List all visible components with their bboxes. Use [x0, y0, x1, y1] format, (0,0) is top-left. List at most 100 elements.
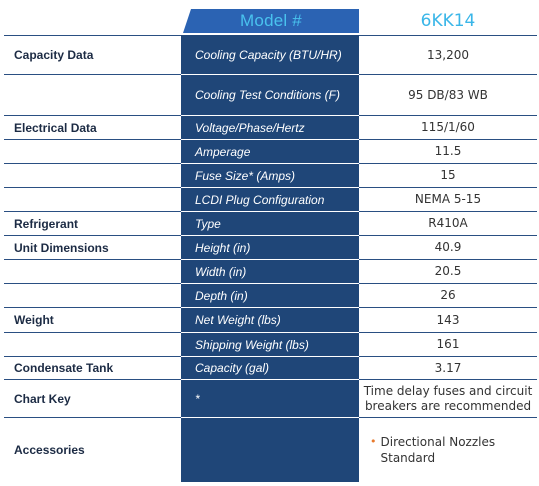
row-divider — [4, 283, 181, 284]
bullet-icon: • — [370, 435, 377, 448]
parameter-value: 13,200 — [427, 47, 469, 62]
table-row: Shipping Weight (lbs) 161 — [0, 333, 539, 356]
row-divider — [359, 379, 537, 380]
row-divider — [359, 356, 537, 357]
row-divider — [4, 356, 181, 357]
table-row: Depth (in) 26 — [0, 284, 539, 307]
parameter-label: Amperage — [195, 144, 251, 159]
section-label: Capacity Data — [14, 48, 94, 62]
row-divider — [181, 115, 359, 116]
parameter-value: 143 — [436, 312, 460, 327]
row-divider — [181, 356, 359, 357]
row-divider — [4, 235, 181, 236]
table-row: Condensate Tank Capacity (gal) 3.17 — [0, 357, 539, 379]
accessory-text: Directional Nozzles Standard — [380, 435, 496, 465]
parameter-value: 20.5 — [434, 264, 462, 278]
row-divider — [359, 417, 537, 418]
row-divider — [181, 163, 359, 164]
row-divider — [4, 187, 181, 188]
table-row: Chart Key * Time delay fuses and circuit… — [0, 380, 539, 417]
parameter-value: 26 — [440, 288, 456, 302]
row-divider — [359, 35, 537, 36]
table-row: Cooling Test Conditions (F) 95 DB/83 WB — [0, 75, 539, 115]
parameter-value: 15 — [440, 168, 456, 182]
row-divider — [4, 379, 181, 380]
row-divider — [359, 332, 537, 333]
table-row: Weight Net Weight (lbs) 143 — [0, 308, 539, 332]
table-row: Width (in) 20.5 — [0, 260, 539, 283]
row-divider — [4, 35, 181, 36]
section-label: Accessories — [14, 443, 85, 457]
accessory-list-item: • Directional Nozzles Standard — [370, 434, 530, 466]
parameter-label: * — [195, 391, 200, 406]
section-label: Chart Key — [14, 391, 71, 406]
row-divider — [181, 332, 359, 333]
parameter-value: 95 DB/83 WB — [408, 87, 488, 102]
parameter-label: Cooling Test Conditions (F) — [195, 88, 340, 102]
row-divider — [359, 74, 537, 75]
table-row: Amperage 11.5 — [0, 140, 539, 163]
table-row: Capacity Data Cooling Capacity (BTU/HR) … — [0, 36, 539, 74]
parameter-label: Depth (in) — [195, 288, 248, 303]
parameter-label: Type — [195, 216, 221, 231]
table-row: Fuse Size* (Amps) 15 — [0, 164, 539, 187]
row-divider — [359, 187, 537, 188]
table-row: Electrical Data Voltage/Phase/Hertz 115/… — [0, 116, 539, 139]
row-divider — [359, 139, 537, 140]
parameter-value: 115/1/60 — [421, 120, 475, 134]
model-number: 6KK14 — [420, 11, 476, 31]
row-divider — [4, 163, 181, 164]
row-divider — [181, 235, 359, 236]
parameter-value: R410A — [428, 216, 468, 230]
parameter-label — [195, 418, 353, 482]
table-row: LCDI Plug Configuration NEMA 5-15 — [0, 188, 539, 211]
row-divider — [4, 332, 181, 333]
row-divider — [4, 211, 181, 212]
row-divider — [4, 307, 181, 308]
parameter-column-background — [181, 35, 359, 482]
row-divider — [4, 115, 181, 116]
section-label: Weight — [14, 313, 54, 327]
row-divider — [181, 211, 359, 212]
row-divider — [181, 139, 359, 140]
parameter-label: Height (in) — [195, 240, 251, 255]
row-divider — [4, 259, 181, 260]
parameter-label: Shipping Weight (lbs) — [195, 337, 309, 352]
section-label: Unit Dimensions — [14, 240, 109, 255]
row-divider — [359, 259, 537, 260]
row-divider — [181, 259, 359, 260]
row-divider — [359, 307, 537, 308]
parameter-label: Fuse Size* (Amps) — [195, 168, 296, 183]
parameter-label: Net Weight (lbs) — [195, 313, 281, 327]
row-divider — [4, 74, 181, 75]
row-divider — [359, 283, 537, 284]
row-divider — [181, 379, 359, 380]
parameter-value: 40.9 — [434, 240, 462, 254]
section-label: Electrical Data — [14, 120, 97, 135]
row-divider — [359, 115, 537, 116]
row-divider — [181, 417, 359, 418]
section-label: Condensate Tank — [14, 361, 114, 375]
table-row: Refrigerant Type R410A — [0, 212, 539, 235]
model-header-label: Model # — [240, 11, 302, 30]
row-divider — [4, 417, 181, 418]
section-label: Refrigerant — [14, 216, 79, 231]
table-row: Accessories — [0, 418, 539, 482]
parameter-value: NEMA 5-15 — [414, 192, 482, 206]
parameter-value: 11.5 — [434, 144, 462, 158]
parameter-value: 3.17 — [434, 360, 462, 375]
row-divider — [181, 187, 359, 188]
parameter-value: 161 — [436, 337, 460, 351]
row-divider — [181, 283, 359, 284]
row-divider — [181, 307, 359, 308]
table-row: Unit Dimensions Height (in) 40.9 — [0, 236, 539, 259]
parameter-value: Time delay fuses and circuit breakers ar… — [363, 383, 533, 413]
row-divider — [181, 74, 359, 75]
row-divider — [359, 235, 537, 236]
parameter-label: Width (in) — [195, 264, 247, 279]
row-divider — [4, 139, 181, 140]
model-header-cell: Model # — [183, 9, 359, 33]
row-divider — [359, 211, 537, 212]
row-divider — [359, 163, 537, 164]
